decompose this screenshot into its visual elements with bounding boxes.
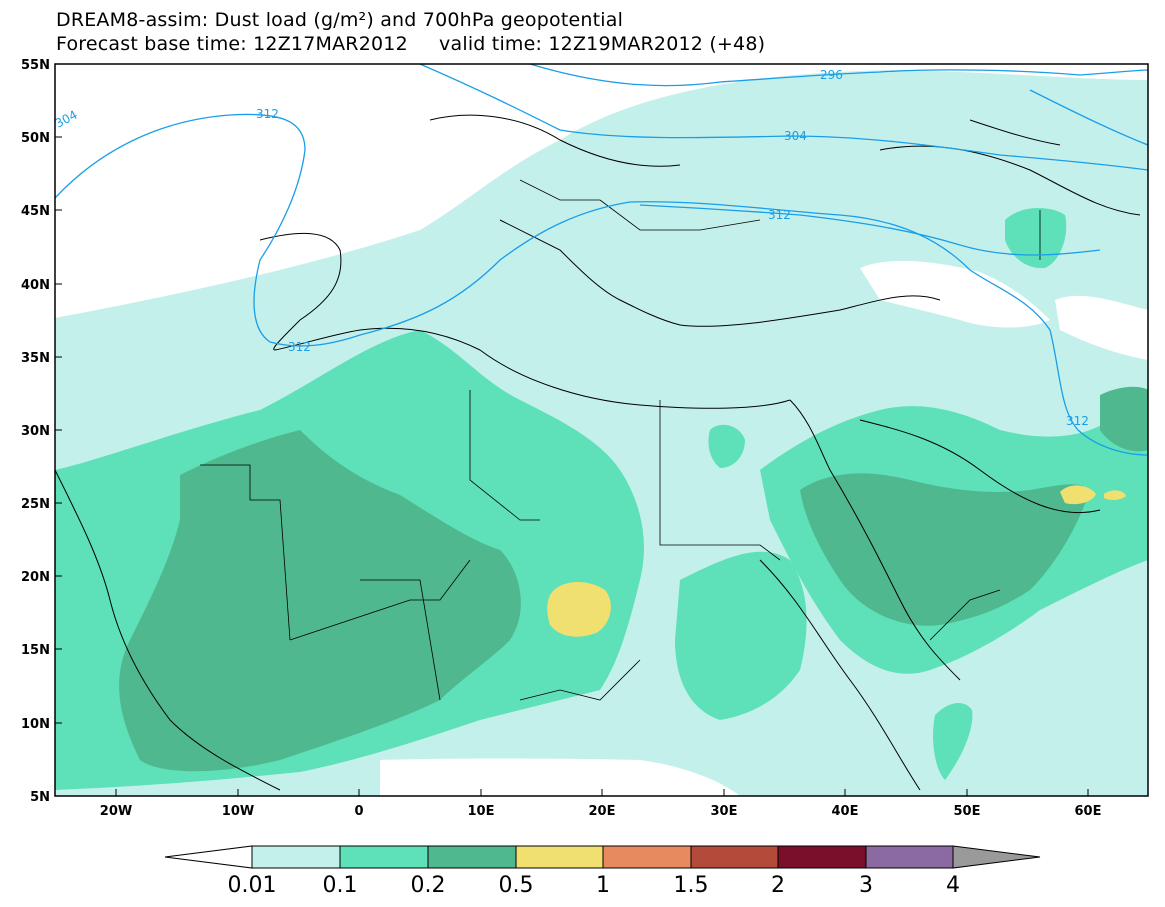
contour-label: 312 — [288, 340, 311, 354]
dust-region-medium-gulf — [1100, 386, 1148, 452]
lat-label: 20N — [21, 570, 50, 585]
colorbar-swatch — [865, 845, 954, 869]
country-borders — [200, 179, 1041, 701]
coastlines — [55, 114, 1141, 791]
lat-label: 15N — [21, 643, 50, 658]
colorbar-swatch — [602, 845, 692, 869]
contour-label: 312 — [768, 208, 791, 222]
lon-label: 10W — [222, 804, 254, 819]
lat-labels: 55N 50N 45N 40N 35N 30N 25N 20N 15N 10N … — [21, 58, 50, 805]
dust-region-light-somalia — [933, 703, 973, 780]
lat-label: 45N — [21, 204, 50, 219]
colorbar-low-arrow — [164, 845, 253, 869]
contour-label: 312 — [1066, 414, 1089, 428]
map-subtitle: Forecast base time: 12Z17MAR2012 valid t… — [56, 33, 766, 55]
colorbar-label: 2 — [771, 873, 785, 898]
colorbar-label: 1 — [596, 873, 610, 898]
dust-region-yellow-chad — [547, 582, 611, 637]
lon-labels: 20W 10W 0 10E 20E 30E 40E 50E 60E — [100, 804, 1102, 819]
lat-ticks — [55, 63, 62, 797]
colorbar-label: 0.01 — [228, 873, 277, 898]
lon-label: 30E — [711, 804, 738, 819]
colorbar-swatch — [690, 845, 779, 869]
dust-region-light-caspian — [1005, 208, 1067, 269]
lon-label: 40E — [832, 804, 859, 819]
lat-label: 25N — [21, 497, 50, 512]
dust-band-europe — [560, 70, 1148, 180]
map-area: 304 312 296 304 312 312 312 — [55, 64, 1148, 796]
contour-label: 312 — [256, 107, 279, 121]
lon-label: 0 — [354, 804, 363, 819]
lat-label: 30N — [21, 424, 50, 439]
colorbar-label: 4 — [946, 873, 960, 898]
colorbar-swatch — [777, 845, 867, 869]
no-dust-patch-iran — [1055, 295, 1148, 360]
colorbar-swatch — [251, 845, 341, 869]
lon-label: 60E — [1075, 804, 1102, 819]
lon-label: 10E — [468, 804, 495, 819]
lat-label: 10N — [21, 717, 50, 732]
lat-label: 55N — [21, 58, 50, 73]
colorbar-swatch — [515, 845, 604, 869]
map-title: DREAM8-assim: Dust load (g/m²) and 700hP… — [56, 9, 624, 31]
geopotential-isolines — [55, 64, 1148, 456]
lon-label: 50E — [954, 804, 981, 819]
colorbar-label: 1.5 — [674, 873, 709, 898]
lat-label: 50N — [21, 131, 50, 146]
lat-label: 40N — [21, 278, 50, 293]
colorbar-labels: 0.01 0.1 0.2 0.5 1 1.5 2 3 4 — [228, 873, 960, 898]
colorbar-high-arrow — [952, 845, 1041, 869]
colorbar — [164, 845, 1041, 869]
lon-label: 20E — [589, 804, 616, 819]
no-dust-patch-south — [380, 758, 740, 796]
lon-ticks — [115, 789, 1089, 796]
dust-region-yellow-oman — [1060, 485, 1096, 505]
lat-label: 35N — [21, 351, 50, 366]
no-dust-patch-turkey — [860, 260, 1050, 328]
colorbar-label: 3 — [859, 873, 873, 898]
dust-region-medium-arabia — [800, 473, 1090, 626]
lon-label: 20W — [100, 804, 132, 819]
contour-labels: 304 312 296 304 312 312 312 — [55, 68, 1089, 428]
colorbar-label: 0.1 — [323, 873, 358, 898]
contour-label: 304 — [784, 129, 807, 143]
colorbar-swatch — [339, 845, 429, 869]
colorbar-label: 0.5 — [499, 873, 534, 898]
dust-region-medium-sahel — [119, 430, 521, 772]
dust-region-light-sudan — [675, 551, 807, 720]
colorbar-swatch — [427, 845, 517, 869]
contour-label: 296 — [820, 68, 843, 82]
lat-label: 5N — [30, 790, 50, 805]
dust-region-light-egypt — [708, 424, 745, 468]
dust-region-yellow-oman-small — [1104, 490, 1126, 501]
colorbar-label: 0.2 — [411, 873, 446, 898]
